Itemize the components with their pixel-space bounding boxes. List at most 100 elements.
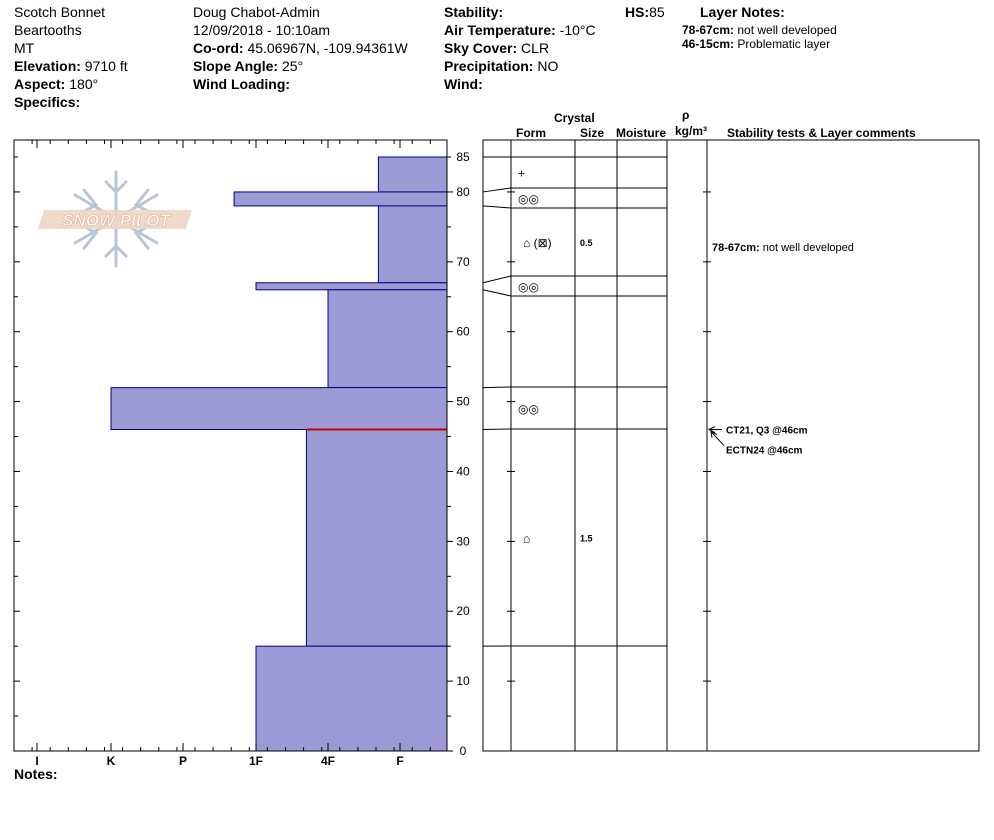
depth-connector: [482, 386, 512, 389]
crystal-form: ◎◎: [518, 402, 539, 416]
elevation-label: Elevation:: [14, 58, 81, 74]
observation-datetime: 12/09/2018 - 10:10am: [193, 22, 330, 38]
hs-label: HS:: [625, 4, 650, 20]
hardness-tick-label: 1F: [249, 754, 263, 768]
location-name: Scotch Bonnet: [14, 4, 106, 20]
snowpilot-logo: SNOW PILOT: [38, 170, 192, 268]
depth-connector: [482, 187, 512, 193]
stability-test-result: ECTN24 @46cm: [726, 446, 803, 457]
notes-label: Notes:: [14, 766, 58, 782]
sky-label: Sky Cover:: [444, 40, 518, 56]
observer-name: Doug Chabot-Admin: [193, 4, 320, 20]
crystal-form: ◎◎: [518, 280, 539, 294]
test-arrow: [710, 431, 725, 446]
layer-note-range: 46-15cm:: [682, 37, 735, 51]
stability-tests: 78-67cm: not well developed CT21, Q3 @46c…: [707, 242, 854, 457]
state-name: MT: [14, 40, 35, 56]
hardness-bar: [377, 205, 448, 284]
stability-label: Stability:: [444, 4, 504, 20]
size-header: Size: [580, 126, 605, 140]
sky-value: CLR: [521, 40, 550, 56]
depth-connector: [482, 428, 512, 431]
specifics-label: Specifics:: [14, 94, 81, 110]
depth-tick-label: 10: [456, 674, 470, 688]
hardness-bar: [255, 645, 448, 752]
crystal-size: 0.5: [580, 238, 593, 248]
hardness-tick-label: I: [35, 754, 38, 768]
depth-tick-label: 50: [456, 395, 470, 409]
depth-connector: [482, 275, 512, 284]
crystal-size: 1.5: [580, 534, 593, 544]
stability-test-result: CT21, Q3 @46cm: [726, 426, 808, 437]
form-header: Form: [516, 126, 546, 140]
sky-field: Sky Cover: CLR: [444, 40, 549, 56]
crystal-form: +: [518, 167, 525, 181]
hardness-axis: I K P 1F 4F F: [13, 140, 431, 768]
test-arrow-head: [710, 430, 718, 438]
table-frame: [482, 139, 980, 752]
hardness-bar: [233, 191, 448, 207]
layer-notes-label: Layer Notes:: [700, 4, 785, 20]
aspect-field: Aspect: 180°: [14, 76, 98, 92]
layer-comment-range: 78-67cm:: [712, 242, 763, 254]
range-name: Beartooths: [14, 22, 82, 38]
precip-field: Precipitation: NO: [444, 58, 558, 74]
depth-connector: [482, 289, 512, 297]
aspect-value: 180°: [69, 76, 99, 92]
hardness-bar: [327, 289, 448, 389]
test-arrow-head: [707, 426, 716, 433]
depth-tick-label: 40: [456, 464, 470, 478]
snowpilot-logo-text: SNOW PILOT: [62, 211, 171, 230]
elevation-field: Elevation: 9710 ft: [14, 58, 128, 74]
hardness-bar: [255, 282, 448, 291]
hs-field: HS:85: [625, 4, 665, 20]
crystal-form: ⌂: [523, 532, 530, 546]
hardness-bar: [305, 429, 448, 647]
hardness-bar: [110, 387, 448, 431]
layer-note: 78-67cm: not well developed: [682, 23, 837, 37]
depth-tick-label: 0: [460, 744, 467, 758]
depth-axis: 0 10 20 30 40 50 60 70 80 85: [14, 150, 470, 758]
density-unit-header: kg/m³: [675, 124, 708, 138]
layer-table: + ◎◎ ⌂ (⊠) 0.5 ◎◎ ◎◎ ⌂ 1.5: [482, 156, 711, 752]
slope-value: 25°: [281, 58, 304, 74]
hardness-tick-label: K: [107, 754, 116, 768]
hs-value: 85: [649, 4, 665, 20]
rho-header: ρ: [682, 108, 690, 122]
hardness-tick-label: P: [179, 754, 187, 768]
wind-label: Wind:: [444, 76, 483, 92]
depth-tick-label: 85: [456, 150, 470, 164]
layer-note: 46-15cm: Problematic layer: [682, 37, 830, 51]
stability-comments-header: Stability tests & Layer comments: [727, 126, 916, 140]
depth-tick-label: 30: [456, 534, 470, 548]
layer-note-text: Problematic layer: [737, 37, 831, 51]
air-temp-field: Air Temperature: -10°C: [444, 22, 596, 38]
aspect-label: Aspect:: [14, 76, 66, 92]
layer-note-range: 78-67cm:: [682, 23, 735, 37]
hardness-bar: [377, 156, 448, 193]
precip-label: Precipitation:: [444, 58, 534, 74]
moisture-header: Moisture: [616, 126, 667, 140]
depth-tick-label: 20: [456, 604, 470, 618]
air-temp-label: Air Temperature:: [444, 22, 556, 38]
slope-label: Slope Angle:: [193, 58, 279, 74]
coord-label: Co-ord:: [193, 40, 244, 56]
slope-field: Slope Angle: 25°: [193, 58, 303, 74]
depth-tick-label: 60: [456, 325, 470, 339]
depth-tick-label: 80: [456, 185, 470, 199]
crystal-form: ◎◎: [518, 192, 539, 206]
layer-comment-text: not well developed: [763, 242, 854, 254]
crystal-header: Crystal: [554, 111, 595, 125]
depth-connector: [482, 205, 512, 209]
crystal-form: ⌂ (⊠): [523, 236, 552, 250]
wind-loading-label: Wind Loading:: [193, 76, 291, 92]
coord-value: 45.06967N, -109.94361W: [247, 40, 408, 56]
air-temp-value: -10°C: [559, 22, 596, 38]
hardness-tick-label: F: [396, 754, 403, 768]
hardness-tick-label: 4F: [321, 754, 335, 768]
layer-comment: 78-67cm: not well developed: [712, 242, 854, 254]
coord-field: Co-ord: 45.06967N, -109.94361W: [193, 40, 408, 56]
hardness-profile: [110, 156, 448, 752]
depth-tick-label: 70: [456, 255, 470, 269]
